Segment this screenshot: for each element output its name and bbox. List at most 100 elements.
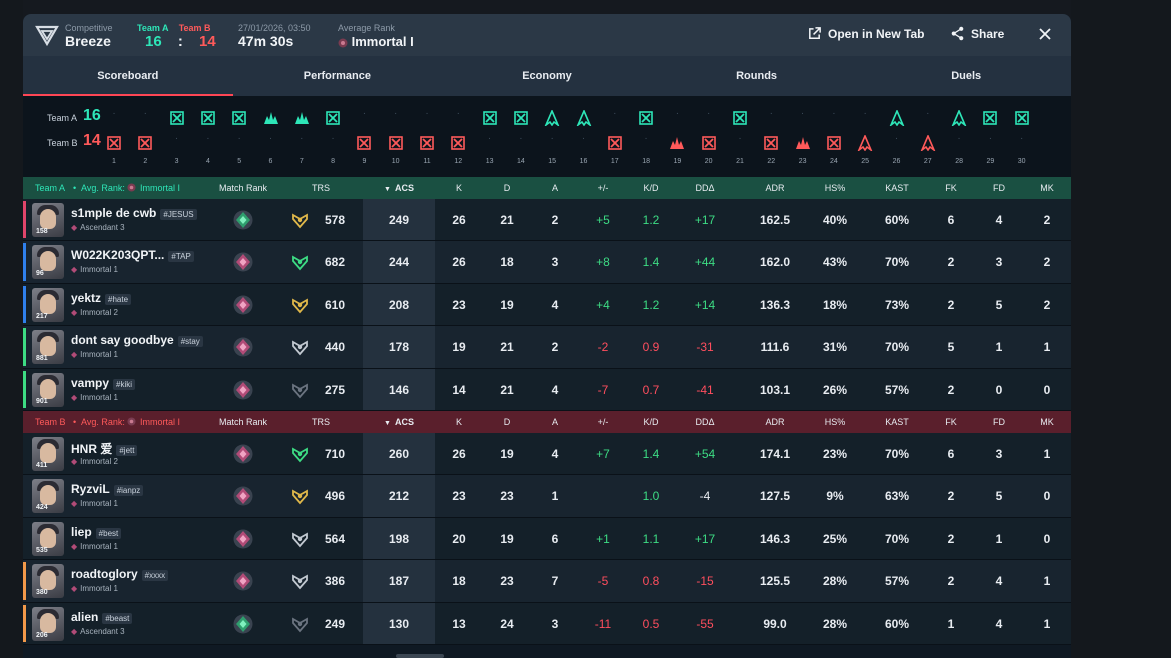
elimination-icon[interactable]: [419, 135, 435, 151]
close-icon[interactable]: [1037, 26, 1053, 42]
player-name-line[interactable]: RyzviL #ianpz: [71, 482, 144, 497]
table-row[interactable]: 158 s1mple de cwb #JESUS ◆ Ascendant 3 578 249…: [23, 199, 1071, 242]
table-row[interactable]: 206 alien #beast ◆ Ascendant 3 249 130 13 24 3 -11…: [23, 602, 1071, 645]
defuse-icon[interactable]: [889, 110, 905, 126]
elimination-icon[interactable]: [732, 110, 748, 126]
elimination-icon[interactable]: [231, 110, 247, 126]
tab-scoreboard[interactable]: Scoreboard: [23, 56, 233, 96]
team-b-col-fk-header[interactable]: FK: [945, 416, 957, 427]
elimination-icon[interactable]: [200, 110, 216, 126]
team-b-col-acs-header[interactable]: ▼ ACS: [363, 417, 435, 427]
defuse-icon[interactable]: [857, 135, 873, 151]
player-tag: #JESUS: [160, 209, 197, 220]
table-row[interactable]: 217 yektz #hate ◆ Immortal 2 610 208 23 19 4 +4 1.2…: [23, 283, 1071, 327]
open-new-tab-button[interactable]: Open in New Tab: [807, 26, 924, 41]
table-row[interactable]: 380 roadtoglory #xxxx ◆ Immortal 1 386 187 18 23…: [23, 560, 1071, 603]
team-b-col-a-header[interactable]: A: [551, 416, 558, 427]
tab-economy[interactable]: Economy: [522, 70, 572, 82]
spike-detonate-icon[interactable]: [795, 135, 811, 151]
player-name-line[interactable]: vampy #kiki: [71, 376, 136, 390]
elimination-icon[interactable]: [482, 110, 498, 126]
table-row[interactable]: 424 RyzviL #ianpz ◆ Immortal 1 496 212 23 23 1 1.0…: [23, 475, 1071, 518]
team-a-col-acs-header[interactable]: ▼ ACS: [363, 183, 435, 193]
team-a-col-mr-header[interactable]: Match Rank: [218, 183, 268, 193]
team-a-col-trs-header[interactable]: TRS: [312, 183, 330, 193]
team-b-col-trs-header[interactable]: TRS: [312, 416, 330, 427]
team-b-col-pm-header[interactable]: +/-: [597, 416, 609, 427]
player-name-line[interactable]: roadtoglory #xxxx: [71, 567, 169, 582]
team-b-col-d-header[interactable]: D: [503, 416, 511, 427]
stat-fd: 5: [995, 297, 1003, 312]
team-b-col-adr-header[interactable]: ADR: [765, 416, 785, 427]
elimination-icon[interactable]: [1014, 110, 1030, 126]
team-b-col-fd-header[interactable]: FD: [993, 416, 1005, 427]
elimination-icon[interactable]: [701, 135, 717, 151]
team-b-col-mr-header[interactable]: Match Rank: [218, 416, 268, 427]
share-button[interactable]: Share: [950, 26, 1004, 41]
player-name-line[interactable]: HNR 爱 #jett: [71, 440, 138, 457]
table-row[interactable]: 535 liep #best ◆ Immortal 1 564 198 20 19 6 +1 1.1 +…: [23, 517, 1071, 561]
defuse-icon[interactable]: [951, 110, 967, 126]
player-name-line[interactable]: alien #beast: [71, 610, 133, 624]
elimination-icon[interactable]: [169, 110, 185, 126]
team-a-col-fd-header[interactable]: FD: [993, 183, 1005, 193]
spike-detonate-icon[interactable]: [263, 110, 279, 126]
tab-rounds[interactable]: Rounds: [736, 70, 778, 82]
tab-duels[interactable]: Duels: [951, 70, 982, 82]
elimination-icon[interactable]: [763, 135, 779, 151]
spike-detonate-icon[interactable]: [669, 135, 685, 151]
team-a-col-dd-header[interactable]: DDΔ: [695, 183, 715, 193]
player-name-line[interactable]: dont say goodbye #stay: [71, 333, 203, 348]
player-name-line[interactable]: yektz #hate: [71, 291, 132, 305]
stat-a: 7: [551, 574, 559, 589]
elimination-icon[interactable]: [137, 135, 153, 151]
round-empty-dot: ·: [425, 108, 429, 119]
horizontal-scrollbar[interactable]: [396, 654, 444, 658]
team-a-col-adr-header[interactable]: ADR: [765, 183, 785, 193]
tab-performance[interactable]: Performance: [303, 70, 372, 82]
elimination-icon[interactable]: [638, 110, 654, 126]
team-b-col-kd-header[interactable]: K/D: [643, 416, 659, 427]
elimination-icon[interactable]: [513, 110, 529, 126]
team-a-col-pm-header[interactable]: +/-: [597, 183, 609, 193]
agent-avatar: [32, 436, 64, 471]
spike-detonate-icon[interactable]: [294, 110, 310, 126]
elimination-icon[interactable]: [982, 110, 998, 126]
team-b-col-kast-header[interactable]: KAST: [885, 416, 909, 427]
team-a-col-k-header[interactable]: K: [455, 183, 462, 193]
team-a-col-a-header[interactable]: A: [551, 183, 558, 193]
team-b-col-mk-header[interactable]: MK: [1040, 416, 1054, 427]
stat-a: 4: [551, 382, 559, 397]
player-name-line[interactable]: s1mple de cwb #JESUS: [71, 206, 197, 220]
team-a-col-d-header[interactable]: D: [503, 183, 511, 193]
team-a-col-hs-header[interactable]: HS%: [824, 183, 846, 193]
player-name-line[interactable]: liep #best: [71, 525, 122, 539]
team-b-col-k-header[interactable]: K: [455, 416, 462, 427]
team-b-col-hs-header[interactable]: HS%: [824, 416, 846, 427]
defuse-icon[interactable]: [544, 110, 560, 126]
defuse-icon[interactable]: [920, 135, 936, 151]
small-rank-icon: ◆: [71, 350, 78, 360]
elimination-icon[interactable]: [450, 135, 466, 151]
defuse-icon[interactable]: [576, 110, 592, 126]
team-a-bullet: •: [73, 183, 77, 193]
team-a-col-kd-header[interactable]: K/D: [643, 183, 659, 193]
team-a-col-kast-header[interactable]: KAST: [885, 183, 909, 193]
elimination-icon[interactable]: [106, 135, 122, 151]
player-tag: #jett: [116, 444, 138, 456]
player-name-line[interactable]: W022K203QPT... #TAP: [71, 248, 194, 263]
table-row[interactable]: 901 vampy #kiki ◆ Immortal 1 275 146 14 21 4 -7 0.7…: [23, 368, 1071, 411]
team-b-avg-label: Avg. Rank:: [81, 416, 125, 427]
team-b-col-dd-header[interactable]: DDΔ: [695, 416, 715, 427]
team-a-col-fk-header[interactable]: FK: [945, 183, 957, 193]
table-row[interactable]: 96 W022K203QPT... #TAP ◆ Immortal 1 682 244 26 1…: [23, 241, 1071, 284]
table-row[interactable]: 881 dont say goodbye #stay ◆ Immortal 1 440 17…: [23, 326, 1071, 369]
stat-acs: 212: [388, 489, 410, 504]
elimination-icon[interactable]: [607, 135, 623, 151]
team-a-col-mk-header[interactable]: MK: [1040, 183, 1054, 193]
elimination-icon[interactable]: [826, 135, 842, 151]
table-row[interactable]: 411 HNR 爱 #jett ◆ Immortal 2 710 260 26 19 4 +7 1.4…: [23, 432, 1071, 476]
elimination-icon[interactable]: [356, 135, 372, 151]
elimination-icon[interactable]: [325, 110, 341, 126]
elimination-icon[interactable]: [388, 135, 404, 151]
